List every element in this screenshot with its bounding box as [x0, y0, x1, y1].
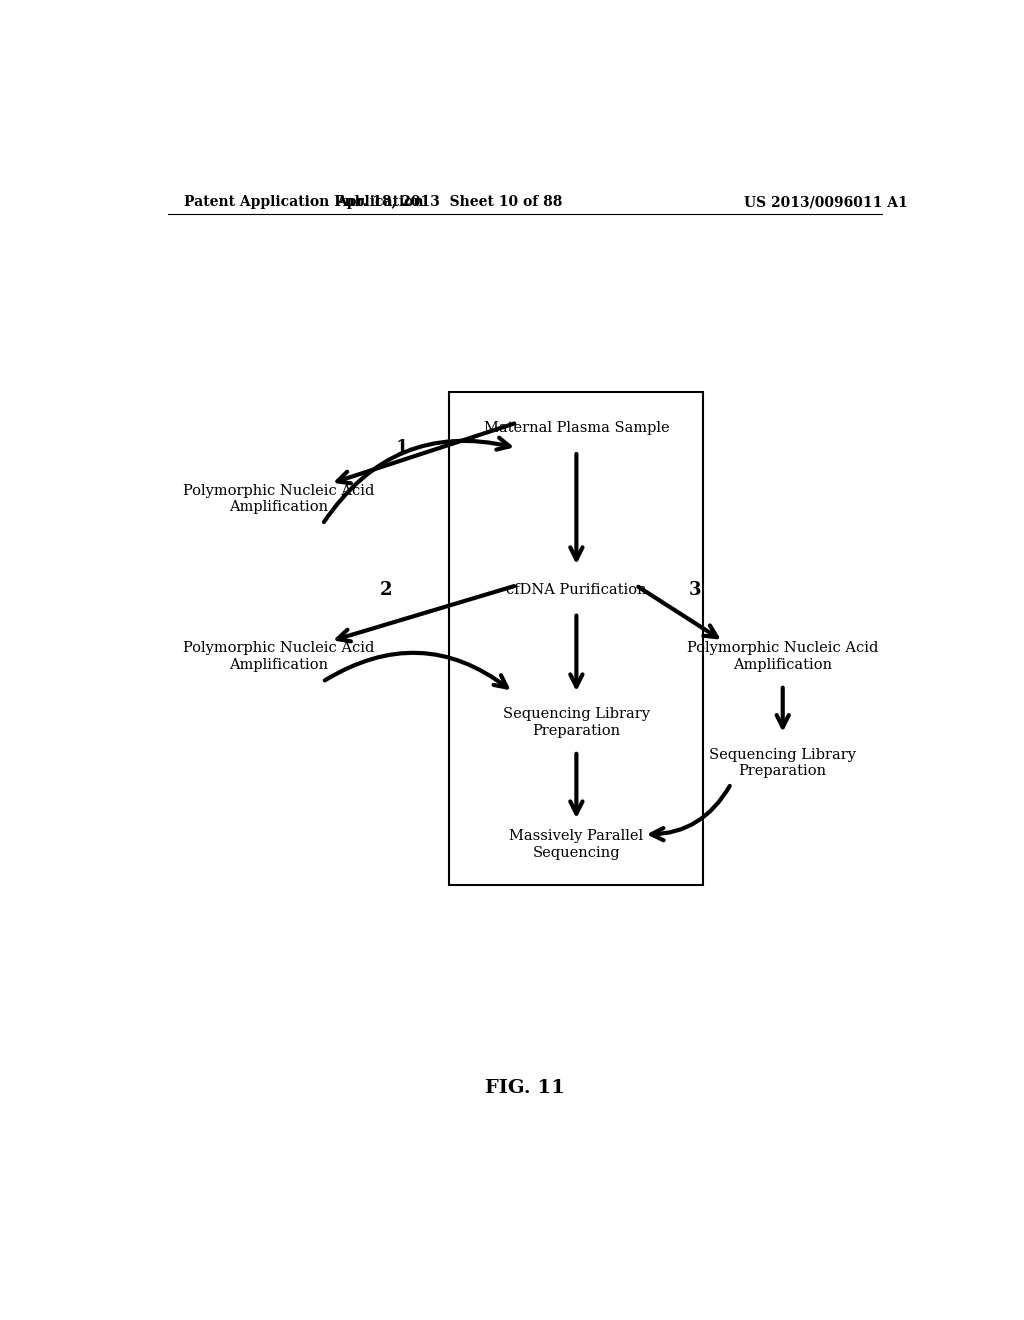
Text: Massively Parallel
Sequencing: Massively Parallel Sequencing	[509, 829, 643, 859]
Text: Polymorphic Nucleic Acid
Amplification: Polymorphic Nucleic Acid Amplification	[183, 484, 375, 513]
Text: cfDNA Purification: cfDNA Purification	[506, 583, 647, 598]
Text: Patent Application Publication: Patent Application Publication	[183, 195, 423, 209]
Text: Polymorphic Nucleic Acid
Amplification: Polymorphic Nucleic Acid Amplification	[687, 642, 879, 672]
Text: Maternal Plasma Sample: Maternal Plasma Sample	[483, 421, 670, 434]
Text: Sequencing Library
Preparation: Sequencing Library Preparation	[503, 708, 650, 738]
Text: Sequencing Library
Preparation: Sequencing Library Preparation	[710, 748, 856, 779]
Text: 2: 2	[380, 581, 392, 599]
Text: 3: 3	[689, 581, 701, 599]
Text: FIG. 11: FIG. 11	[484, 1080, 565, 1097]
Text: Polymorphic Nucleic Acid
Amplification: Polymorphic Nucleic Acid Amplification	[183, 642, 375, 672]
Bar	[450, 392, 703, 886]
Text: US 2013/0096011 A1: US 2013/0096011 A1	[744, 195, 908, 209]
Text: 1: 1	[395, 440, 408, 457]
Text: Apr. 18, 2013  Sheet 10 of 88: Apr. 18, 2013 Sheet 10 of 88	[336, 195, 562, 209]
